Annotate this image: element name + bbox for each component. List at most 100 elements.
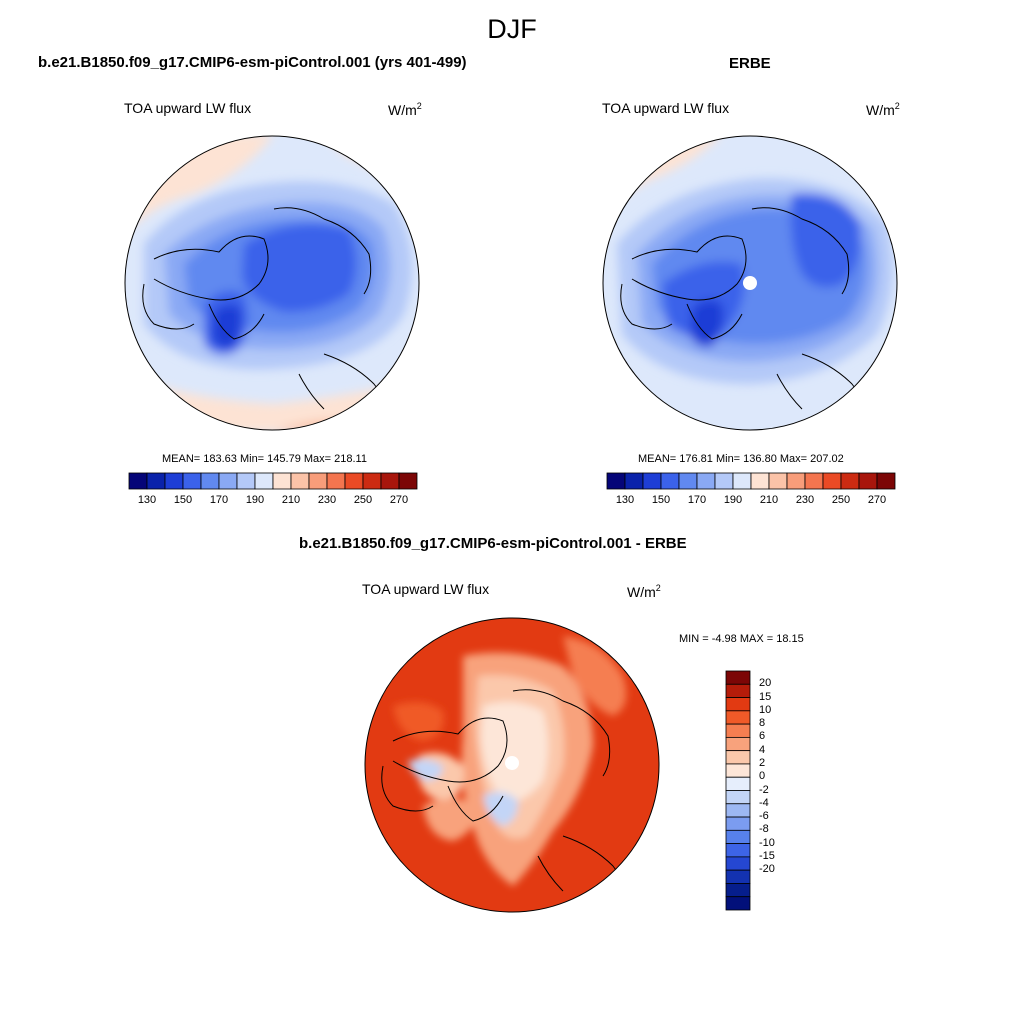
diff-polar-map: [364, 617, 660, 913]
model-colorbar-tick-label: 270: [389, 494, 409, 506]
model-colorbar-swatch: [236, 472, 256, 490]
diff-colorbar-tick-label: 10: [759, 703, 772, 716]
model-colorbar-swatch: [290, 472, 310, 490]
diff-colorbar-swatch: [725, 816, 751, 831]
obs-colorbar: [606, 472, 896, 490]
diff-colorbar-swatch: [725, 697, 751, 712]
obs-units-label: W/m2: [866, 101, 900, 118]
model-colorbar-tick-label: 170: [209, 494, 229, 506]
diff-colorbar-tick-label: 2: [759, 756, 766, 769]
obs-polar-map: [602, 135, 898, 431]
obs-colorbar-swatch: [606, 472, 626, 490]
obs-colorbar-swatch: [696, 472, 716, 490]
diff-colorbar-swatch: [725, 869, 751, 884]
obs-colorbar-tick-label: 230: [795, 494, 815, 506]
model-colorbar-tick-label: 130: [137, 494, 157, 506]
diff-colorbar-swatch: [725, 829, 751, 845]
diff-colorbar-swatch: [725, 763, 751, 778]
diff-colorbar-swatch: [725, 723, 751, 738]
model-colorbar-swatch: [344, 472, 364, 490]
model-stats: MEAN= 183.63 Min= 145.79 Max= 218.11: [162, 453, 367, 465]
model-colorbar-swatch: [218, 472, 238, 490]
diff-colorbar-swatch: [725, 856, 751, 871]
diff-colorbar-tick-label: -4: [759, 796, 769, 809]
obs-colorbar-swatch: [678, 472, 698, 490]
diff-colorbar-swatch: [725, 683, 751, 698]
diff-colorbar-tick-label: -15: [759, 849, 775, 862]
diff-colorbar-swatch: [725, 883, 751, 898]
diff-colorbar: [725, 670, 751, 911]
model-colorbar-swatch: [308, 472, 328, 490]
diff-colorbar-swatch: [725, 843, 751, 858]
model-colorbar-tick-label: 150: [173, 494, 193, 506]
obs-colorbar-swatch: [840, 472, 860, 490]
obs-colorbar-swatch: [858, 472, 878, 490]
model-panel-title: b.e21.B1850.f09_g17.CMIP6-esm-piControl.…: [38, 54, 467, 71]
model-colorbar-swatch: [164, 472, 184, 490]
obs-colorbar-swatch: [876, 472, 896, 490]
model-colorbar-swatch: [200, 472, 220, 490]
diff-stats: MIN = -4.98 MAX = 18.15: [679, 633, 804, 645]
obs-colorbar-swatch: [750, 472, 770, 490]
obs-colorbar-swatch: [732, 472, 752, 490]
obs-colorbar-tick-label: 190: [723, 494, 743, 506]
model-colorbar-swatch: [146, 472, 166, 490]
diff-colorbar-tick-label: 15: [759, 690, 772, 703]
diff-variable-label: TOA upward LW flux: [362, 581, 490, 597]
obs-colorbar-tick-label: 250: [831, 494, 851, 506]
obs-colorbar-tick-label: 270: [867, 494, 887, 506]
model-variable-label: TOA upward LW flux: [124, 100, 252, 116]
model-colorbar-swatch: [362, 472, 382, 490]
obs-panel-title: ERBE: [729, 55, 771, 72]
obs-colorbar-swatch: [714, 472, 734, 490]
obs-colorbar-tick-label: 130: [615, 494, 635, 506]
diff-colorbar-tick-label: -8: [759, 823, 769, 836]
diff-colorbar-swatch: [725, 710, 751, 725]
obs-colorbar-swatch: [822, 472, 842, 490]
diff-colorbar-tick-label: -6: [759, 810, 769, 823]
diff-colorbar-swatch: [725, 776, 751, 791]
obs-stats: MEAN= 176.81 Min= 136.80 Max= 207.02: [638, 453, 844, 465]
diff-colorbar-tick-label: 20: [759, 677, 772, 690]
season-title: DJF: [487, 14, 537, 44]
model-colorbar: [128, 472, 418, 490]
diff-colorbar-tick-label: 0: [759, 770, 766, 783]
diff-units-label: W/m2: [627, 583, 661, 600]
obs-colorbar-swatch: [804, 472, 824, 490]
diff-panel-title: b.e21.B1850.f09_g17.CMIP6-esm-piControl.…: [299, 535, 687, 552]
diff-colorbar-swatch: [725, 790, 751, 805]
diff-colorbar-tick-label: -2: [759, 783, 769, 796]
model-colorbar-swatch: [182, 472, 202, 490]
model-colorbar-swatch: [254, 472, 274, 490]
diff-colorbar-tick-label: 4: [759, 743, 766, 756]
model-colorbar-swatch: [398, 472, 418, 490]
obs-colorbar-swatch: [624, 472, 644, 490]
diff-colorbar-swatch: [725, 736, 751, 752]
model-polar-map: [124, 135, 420, 431]
diff-colorbar-tick-label: -10: [759, 836, 775, 849]
obs-variable-label: TOA upward LW flux: [602, 100, 730, 116]
model-units-label: W/m2: [388, 101, 422, 118]
diff-colorbar-swatch: [725, 670, 751, 685]
model-colorbar-swatch: [128, 472, 148, 490]
model-colorbar-swatch: [380, 472, 400, 490]
model-colorbar-tick-label: 250: [353, 494, 373, 506]
model-colorbar-tick-label: 190: [245, 494, 265, 506]
model-colorbar-swatch: [326, 472, 346, 490]
obs-colorbar-swatch: [768, 472, 788, 490]
model-colorbar-swatch: [272, 472, 292, 490]
obs-colorbar-tick-label: 210: [759, 494, 779, 506]
obs-colorbar-tick-label: 150: [651, 494, 671, 506]
obs-colorbar-swatch: [786, 472, 806, 490]
diff-colorbar-swatch: [725, 803, 751, 818]
diff-colorbar-tick-label: -20: [759, 863, 775, 876]
diff-colorbar-swatch: [725, 750, 751, 765]
diff-colorbar-tick-label: 8: [759, 717, 766, 730]
obs-colorbar-swatch: [660, 472, 680, 490]
model-colorbar-tick-label: 210: [281, 494, 301, 506]
obs-colorbar-tick-label: 170: [687, 494, 707, 506]
obs-colorbar-swatch: [642, 472, 662, 490]
diff-colorbar-swatch: [725, 896, 751, 911]
model-colorbar-tick-label: 230: [317, 494, 337, 506]
diff-colorbar-tick-label: 6: [759, 730, 766, 743]
